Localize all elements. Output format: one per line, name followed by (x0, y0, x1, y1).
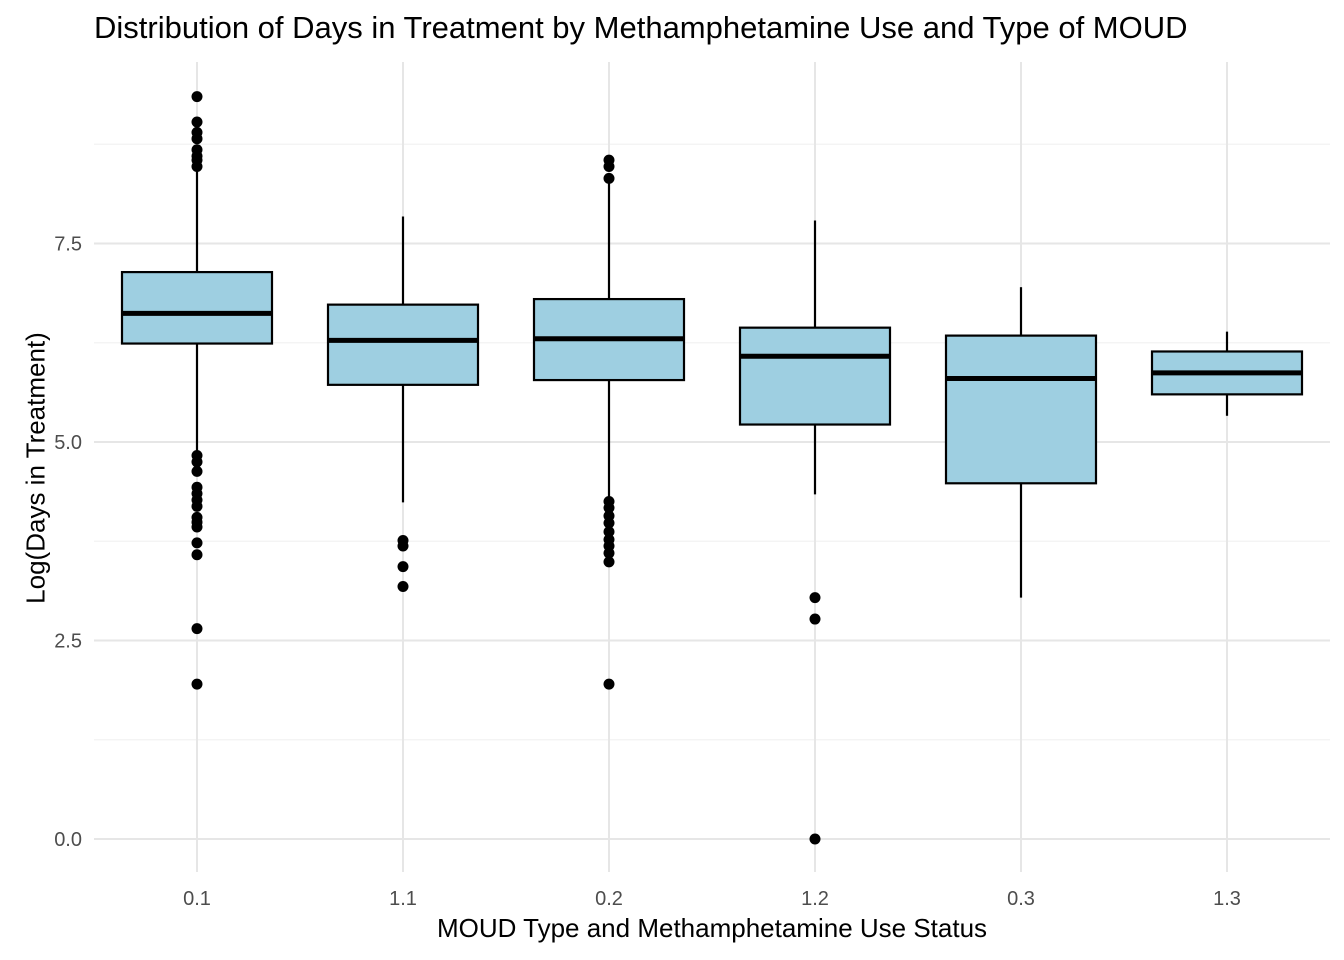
outlier-point (397, 561, 409, 573)
x-tick-label: 0.3 (1007, 888, 1035, 910)
x-tick-label: 1.2 (801, 888, 829, 910)
outlier-point (603, 526, 615, 538)
outlier-point (603, 678, 615, 690)
outlier-point (191, 521, 203, 533)
outlier-point (809, 592, 821, 604)
y-tick-label: 0.0 (54, 829, 82, 851)
box (944, 334, 1098, 485)
outlier-point (191, 465, 203, 477)
outlier-point (397, 540, 409, 552)
x-tick-label: 1.3 (1213, 888, 1241, 910)
y-tick-label: 5.0 (54, 432, 82, 454)
x-axis-title: MOUD Type and Methamphetamine Use Status (436, 913, 988, 943)
box (738, 326, 892, 426)
outlier-point (809, 833, 821, 845)
outlier-point (191, 623, 203, 635)
outlier-point (603, 502, 615, 514)
outlier-point (603, 172, 615, 184)
x-tick-label: 0.2 (595, 888, 623, 910)
x-tick-label: 1.1 (389, 888, 417, 910)
outlier-point (191, 133, 203, 145)
y-tick-label: 7.5 (54, 234, 82, 256)
box (326, 303, 480, 386)
outlier-point (191, 91, 203, 103)
outlier-point (603, 547, 615, 559)
outlier-point (191, 500, 203, 512)
outlier-point (191, 537, 203, 549)
y-tick-label: 2.5 (54, 631, 82, 653)
outlier-point (191, 549, 203, 561)
outlier-point (397, 581, 409, 593)
x-tick-label: 0.1 (183, 888, 211, 910)
outlier-point (191, 160, 203, 172)
outlier-point (603, 556, 615, 568)
box (120, 270, 274, 345)
outlier-point (809, 613, 821, 625)
outlier-point (603, 517, 615, 529)
y-axis-title: Log(Days in Treatment) (20, 332, 51, 604)
outlier-point (603, 160, 615, 172)
outlier-point (191, 678, 203, 690)
chart-title: Distribution of Days in Treatment by Met… (94, 10, 1188, 45)
outlier-point (191, 456, 203, 468)
outlier-point (191, 116, 203, 128)
